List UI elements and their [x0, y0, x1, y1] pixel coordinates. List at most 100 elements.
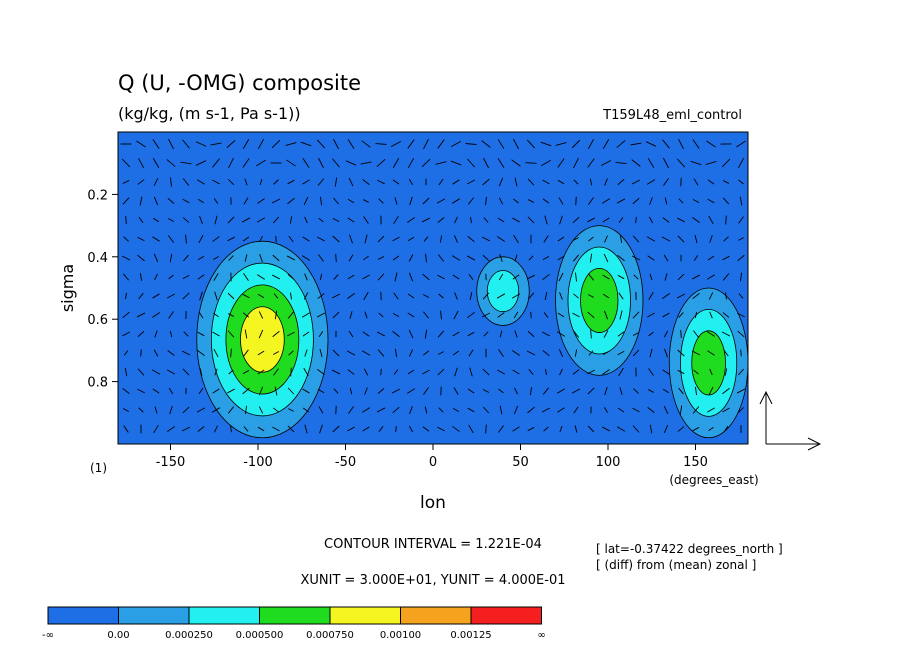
wind-vector [467, 236, 475, 242]
wind-vector [453, 387, 459, 395]
wind-vector [587, 425, 595, 433]
wind-vector [676, 293, 686, 299]
wind-vector [557, 158, 565, 168]
wind-vector [242, 312, 250, 318]
wind-vector [333, 138, 339, 150]
wind-vector [425, 253, 427, 263]
colorbar-swatch [118, 606, 190, 625]
wind-vector [437, 368, 445, 376]
wind-vector [499, 254, 503, 262]
wind-vector [152, 293, 160, 299]
wind-vector [559, 425, 563, 433]
wind-vector [302, 388, 310, 394]
wind-vector [497, 217, 505, 223]
wind-vector [618, 367, 624, 377]
wind-vector [631, 255, 641, 261]
wind-vector [125, 292, 127, 300]
wind-vector [677, 235, 685, 243]
wind-vector [214, 215, 218, 225]
wind-vector [694, 234, 698, 244]
wind-vector [709, 311, 713, 319]
wind-vector [587, 217, 595, 223]
wind-vector [226, 140, 236, 148]
wind-vector [722, 197, 730, 205]
wind-vector [514, 330, 518, 338]
wind-vector [556, 331, 566, 337]
wind-vector [345, 160, 357, 166]
wind-vector [483, 157, 489, 169]
wind-vector [540, 141, 552, 147]
wind-vector [301, 255, 311, 261]
wind-vector [272, 274, 280, 280]
wind-vector [467, 407, 475, 413]
wind-vector [499, 405, 503, 415]
wind-vector [259, 178, 263, 186]
colorbar-label: 0.00 [107, 630, 129, 641]
wind-vector [275, 235, 277, 243]
wind-vector [408, 254, 414, 262]
wind-vector [195, 160, 207, 166]
wind-vector [377, 331, 385, 337]
wind-vector [645, 141, 657, 147]
wind-vector [180, 161, 192, 165]
wind-vector [271, 198, 281, 204]
wind-vector [272, 330, 280, 338]
wind-vector [739, 272, 743, 282]
wind-vector [677, 349, 685, 357]
wind-vector [243, 273, 249, 281]
wind-vector [258, 386, 264, 396]
wind-vector [257, 293, 265, 299]
wind-vector [543, 235, 549, 243]
wind-vector [435, 161, 447, 165]
wind-vector [587, 138, 595, 150]
wind-vector [197, 331, 205, 337]
wind-vector [213, 348, 219, 358]
wind-vector [153, 253, 159, 263]
wind-vector [256, 159, 266, 167]
wind-vector [245, 405, 247, 415]
wind-vector [287, 274, 295, 280]
wind-vector [334, 177, 338, 187]
contour-indian-ocean-level-3 [580, 267, 619, 333]
wind-vector [378, 198, 384, 204]
wind-vector [362, 274, 370, 280]
wind-vector [287, 311, 295, 319]
wind-vector [211, 407, 221, 413]
wind-vector [304, 273, 308, 281]
wind-vector [153, 196, 159, 206]
wind-vector [228, 255, 234, 261]
wind-vector [124, 367, 128, 377]
wind-vector [347, 369, 355, 375]
wind-vector [318, 217, 324, 223]
wind-vector [243, 349, 249, 357]
wind-vector [392, 330, 400, 338]
wind-vector [212, 388, 220, 394]
wind-vector [347, 198, 355, 204]
wind-vector [695, 386, 697, 396]
wind-vector [364, 234, 368, 244]
wind-vector [170, 177, 172, 187]
wind-vector [332, 217, 340, 223]
wind-vector [499, 330, 503, 338]
contour-eastern-pacific-level-4 [240, 306, 285, 373]
wind-vector [167, 293, 175, 299]
wind-vector [198, 387, 204, 395]
wind-vector [482, 178, 490, 186]
wind-vector [154, 406, 158, 414]
wind-vector [152, 312, 160, 318]
wind-vector [169, 406, 173, 414]
wind-vector [664, 197, 668, 205]
wind-vector [316, 312, 326, 318]
wind-vector [335, 253, 337, 263]
wind-vector [542, 387, 550, 395]
wind-vector [707, 179, 715, 185]
wind-vector [557, 407, 565, 413]
wind-vector [691, 274, 701, 280]
wind-vector [424, 329, 428, 339]
wind-vector [376, 407, 386, 413]
wind-vector [407, 236, 415, 242]
wind-vector [213, 273, 219, 281]
colorbar-label: ∞ [537, 630, 545, 641]
wind-vector [600, 160, 612, 166]
wind-vector [152, 158, 160, 168]
